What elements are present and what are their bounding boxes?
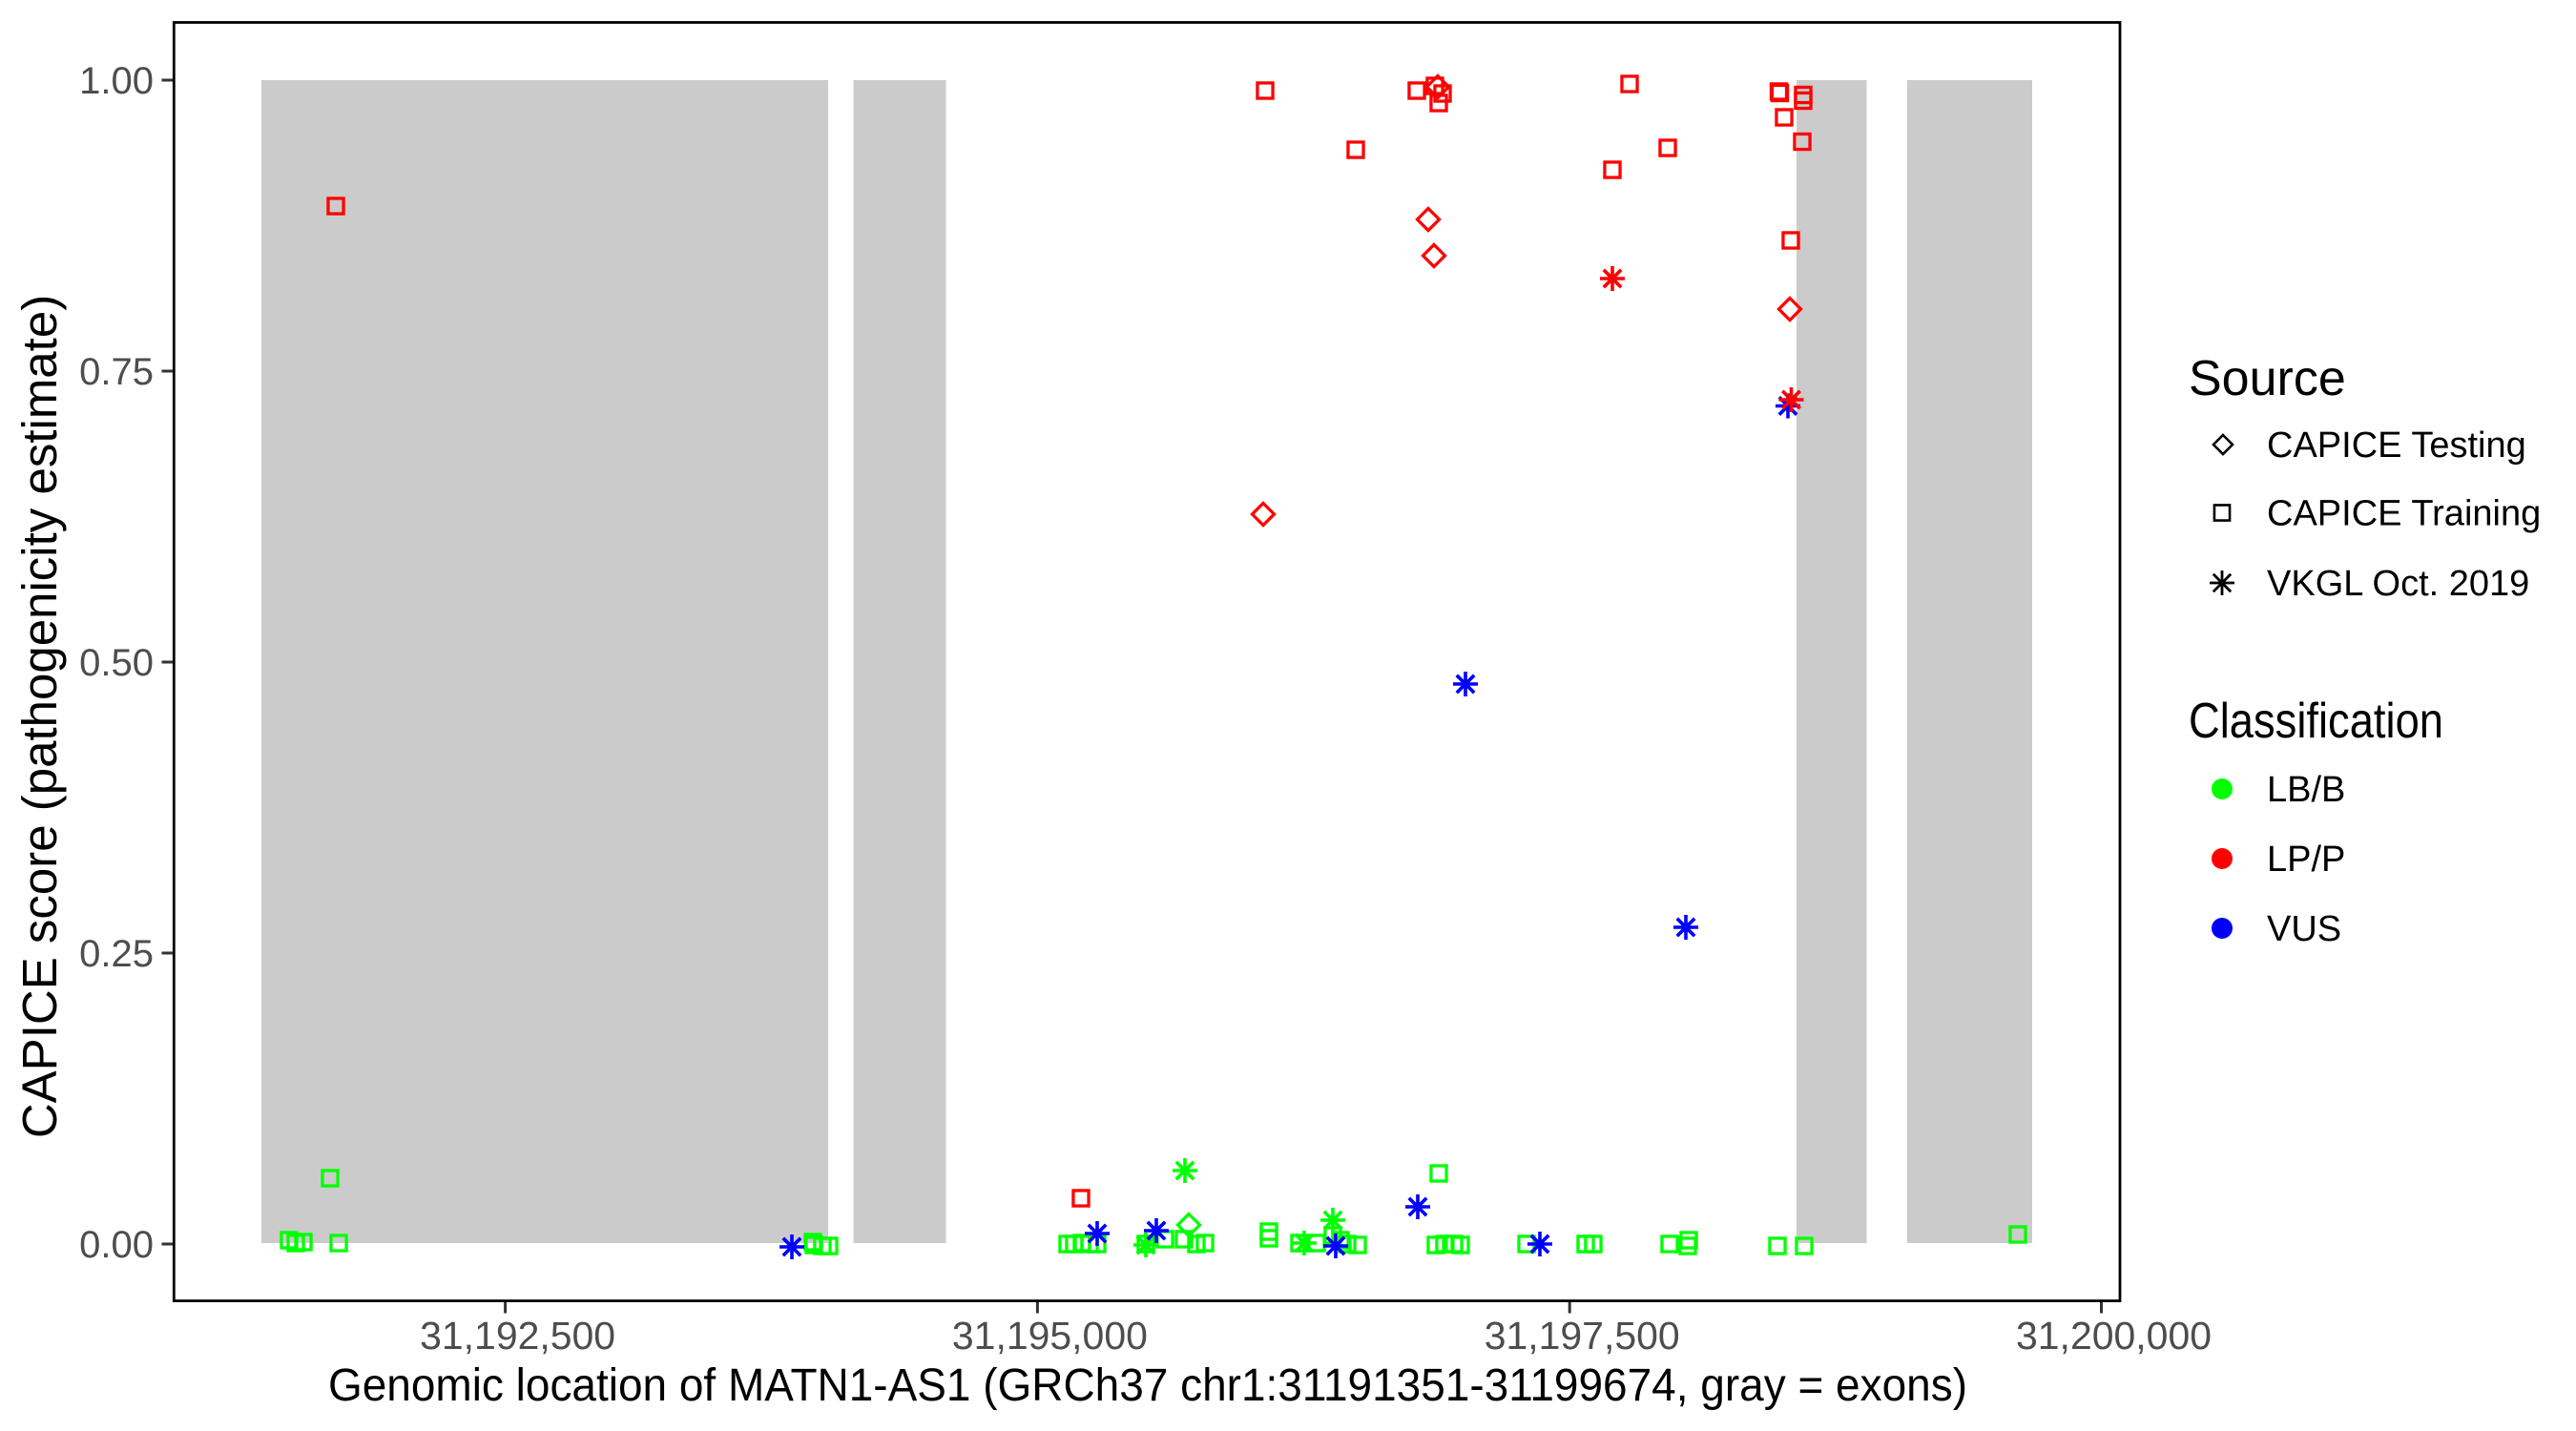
svg-text:LB/B: LB/B (2267, 770, 2345, 810)
svg-text:31,192,500: 31,192,500 (420, 1314, 615, 1358)
svg-text:VKGL Oct. 2019: VKGL Oct. 2019 (2267, 564, 2529, 604)
svg-text:31,200,000: 31,200,000 (2016, 1314, 2212, 1358)
svg-text:VUS: VUS (2267, 909, 2341, 949)
svg-text:CAPICE Training: CAPICE Training (2267, 494, 2541, 534)
svg-text:0.50: 0.50 (79, 642, 154, 684)
svg-text:31,195,000: 31,195,000 (952, 1314, 1148, 1358)
svg-text:Genomic location of MATN1-AS1: Genomic location of MATN1-AS1 (GRCh37 ch… (328, 1360, 1967, 1411)
svg-text:Classification: Classification (2189, 694, 2443, 749)
svg-text:31,197,500: 31,197,500 (1485, 1314, 1680, 1358)
svg-text:0.00: 0.00 (79, 1224, 154, 1266)
svg-text:0.75: 0.75 (79, 351, 154, 393)
svg-text:0.25: 0.25 (79, 933, 154, 975)
svg-text:LP/P: LP/P (2267, 840, 2345, 880)
svg-text:CAPICE Testing: CAPICE Testing (2267, 425, 2526, 466)
svg-text:1.00: 1.00 (79, 60, 154, 102)
svg-text:CAPICE score (pathogenicity es: CAPICE score (pathogenicity estimate) (12, 295, 67, 1138)
svg-text:Source: Source (2189, 351, 2346, 406)
